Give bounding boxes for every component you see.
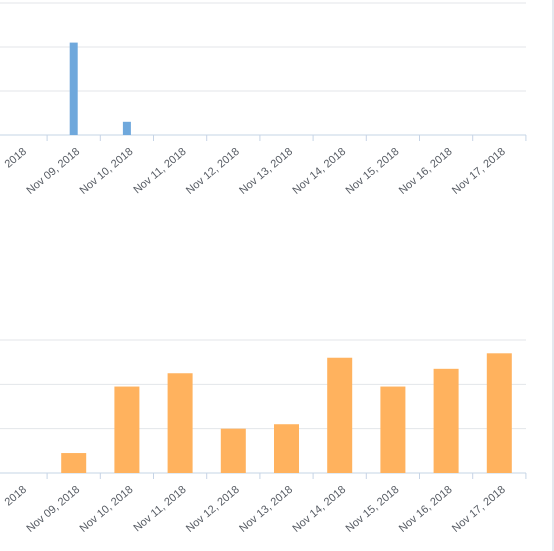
x-tick-label: Nov 16, 2018	[397, 484, 455, 535]
x-tick-label: Nov 13, 2018	[237, 484, 295, 535]
x-tick-label: Nov 10, 2018	[78, 146, 136, 197]
bar-3	[114, 386, 140, 473]
x-tick-label: 2018	[3, 146, 29, 171]
x-tick-label: Nov 09, 2018	[24, 484, 82, 535]
x-tick-label: Nov 13, 2018	[237, 146, 295, 197]
bar-9	[433, 368, 459, 473]
x-tick-label: Nov 17, 2018	[450, 484, 508, 535]
x-tick-label: Nov 15, 2018	[344, 484, 402, 535]
bar-5	[220, 428, 246, 473]
bar-7	[327, 357, 353, 473]
top-bar-chart-panel: 2018 Nov 09, 2018 Nov 10, 2018 Nov 11, 2018…	[0, 0, 554, 210]
x-tick-label: Nov 12, 2018	[184, 484, 242, 535]
x-tick-label: Nov 14, 2018	[290, 484, 348, 535]
bar-2	[61, 453, 87, 473]
x-tick-label: Nov 11, 2018	[131, 484, 188, 535]
bar-2	[69, 42, 78, 135]
bar-3	[122, 121, 131, 135]
bottom-bar-chart-panel: 2018 Nov 09, 2018 Nov 10, 2018 Nov 11, 2018…	[0, 330, 554, 551]
bar-10	[486, 353, 512, 473]
x-tick-label: Nov 10, 2018	[78, 484, 136, 535]
bar-4	[167, 373, 193, 473]
panel-right-border	[552, 0, 554, 551]
x-tick-label: Nov 11, 2018	[131, 146, 188, 197]
x-tick-label: Nov 09, 2018	[24, 146, 82, 197]
x-tick-label: Nov 14, 2018	[290, 146, 348, 197]
x-tick-label: 2018	[3, 484, 29, 509]
x-tick-label: Nov 16, 2018	[397, 146, 455, 197]
bar-6	[274, 424, 299, 473]
bar-8	[380, 386, 406, 473]
x-tick-label: Nov 12, 2018	[184, 146, 242, 197]
x-tick-label: Nov 17, 2018	[450, 146, 508, 197]
x-tick-label: Nov 15, 2018	[344, 146, 402, 197]
